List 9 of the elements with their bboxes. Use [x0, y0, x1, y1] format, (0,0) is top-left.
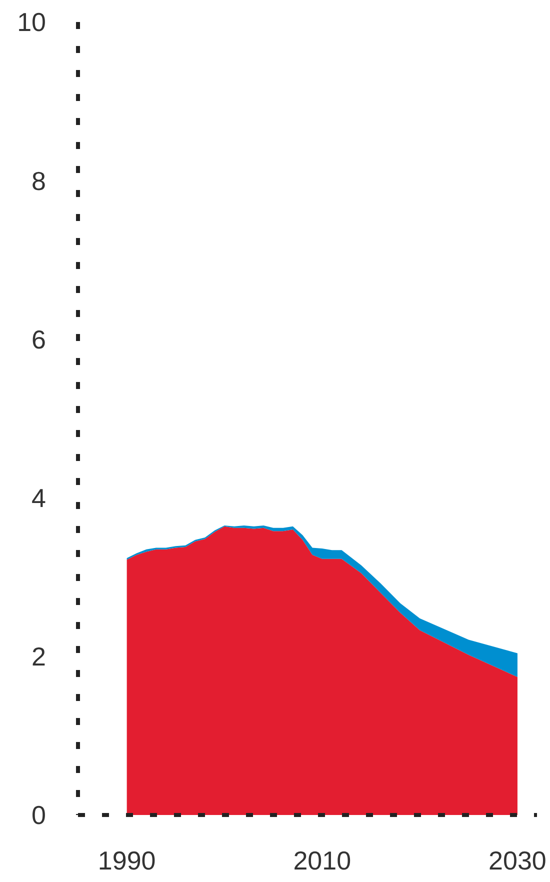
- y-tick-label: 6: [32, 324, 46, 354]
- y-tick-label: 0: [32, 800, 46, 830]
- y-tick-label: 10: [17, 7, 46, 38]
- x-tick-label: 2030: [488, 845, 546, 876]
- y-tick-label: 2: [32, 642, 46, 672]
- y-tick-label: 4: [32, 483, 46, 514]
- x-tick-label: 1990: [98, 845, 156, 876]
- x-tick-label: 2010: [293, 845, 352, 876]
- y-tick-label: 8: [32, 166, 46, 196]
